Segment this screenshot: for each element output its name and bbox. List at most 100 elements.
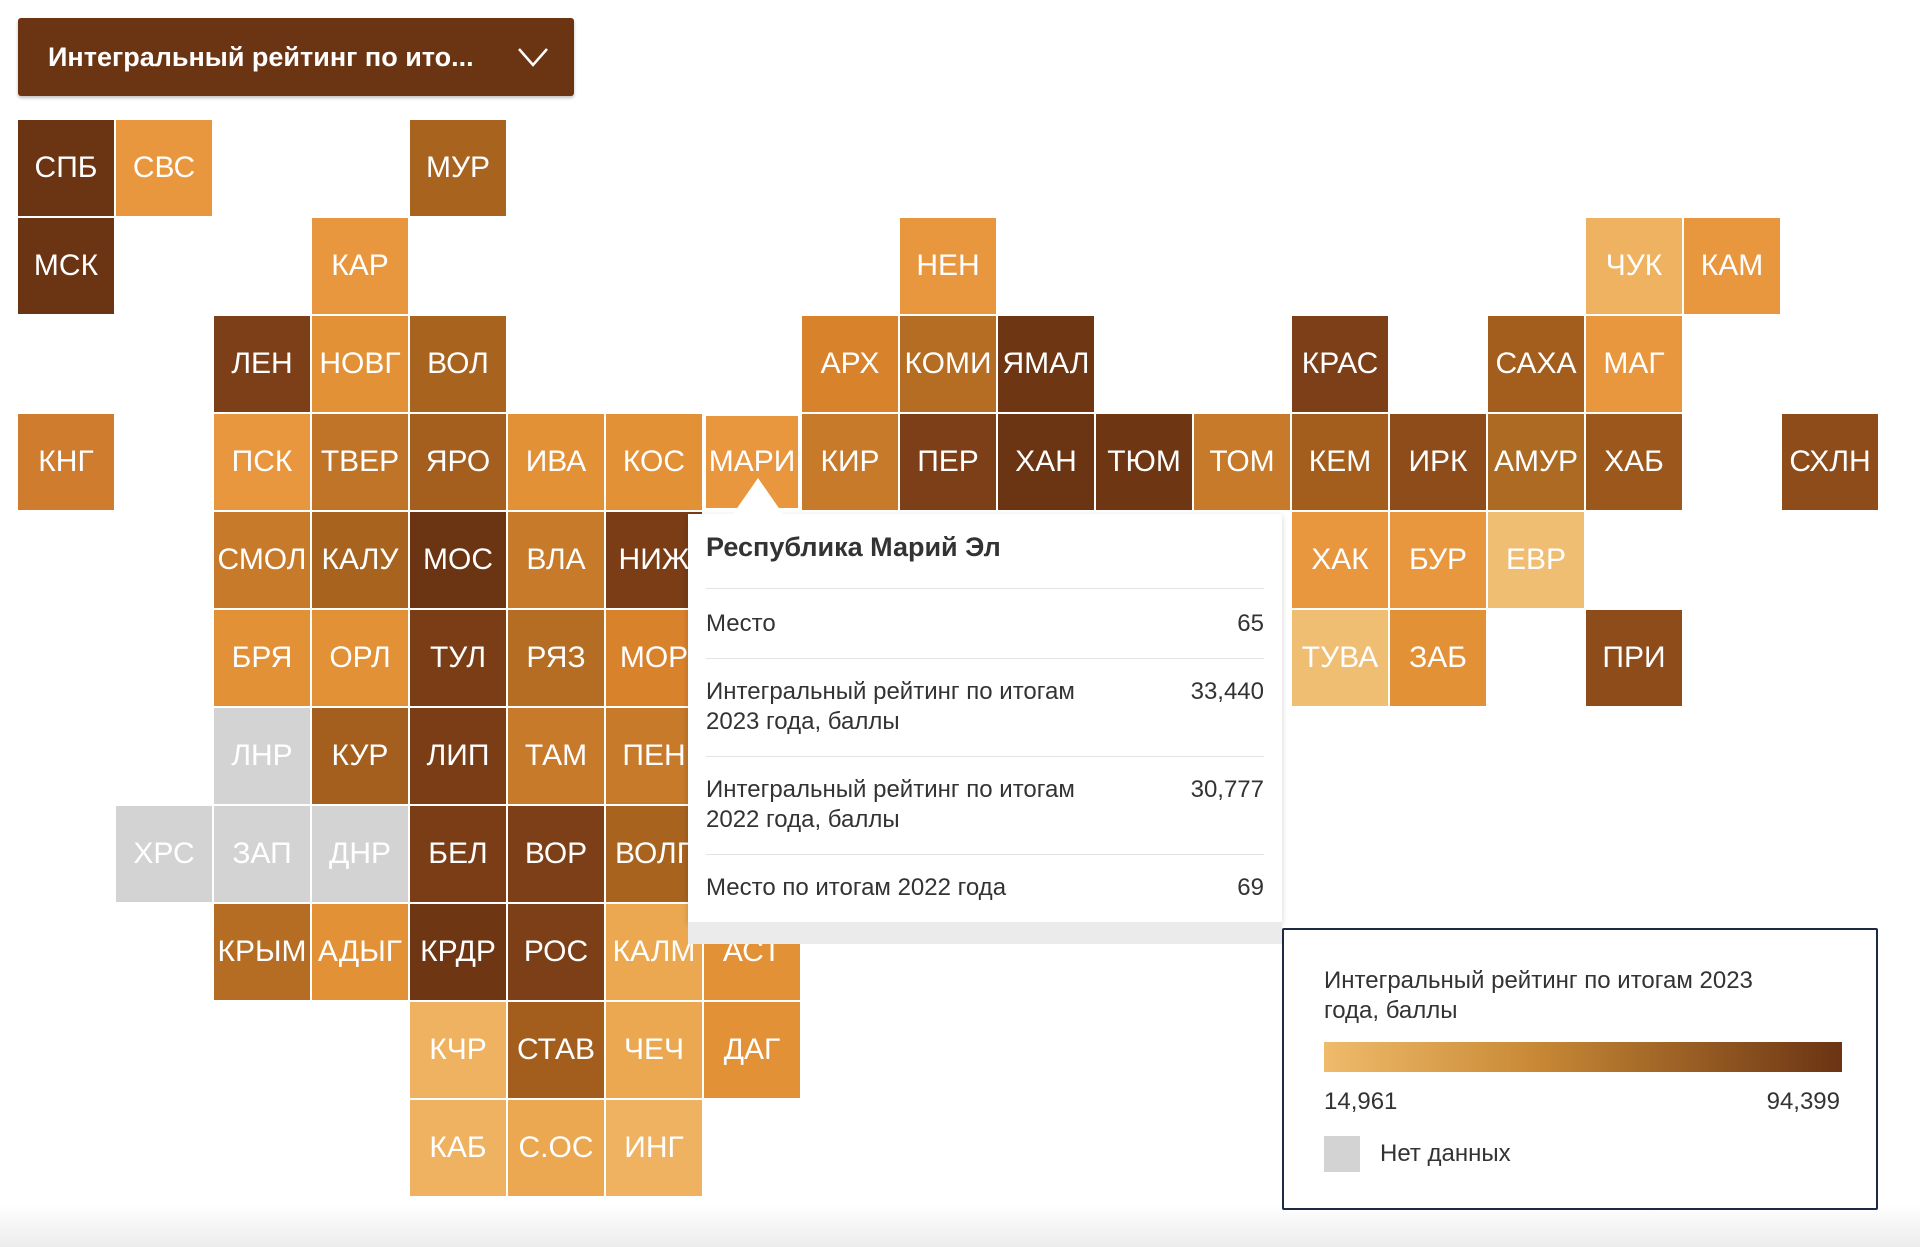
region-tile[interactable]: ЯРО	[410, 414, 506, 510]
legend-no-data-label: Нет данных	[1380, 1140, 1511, 1167]
tooltip-bottom-bar	[688, 922, 1282, 944]
region-tile[interactable]: ХАБ	[1586, 414, 1682, 510]
tooltip-row-value: 65	[1237, 610, 1264, 637]
region-tile[interactable]: КАЛУ	[312, 512, 408, 608]
chevron-down-icon[interactable]	[516, 46, 550, 68]
region-tile[interactable]: ЧУК	[1586, 218, 1682, 314]
region-tile[interactable]: ТУВА	[1292, 610, 1388, 706]
region-tile[interactable]: ВОР	[508, 806, 604, 902]
tooltip-row-value: 69	[1237, 874, 1264, 901]
tooltip-row-rating-2023: Интегральный рейтинг по итогам 2023 года…	[706, 658, 1264, 757]
region-tile[interactable]: КАМ	[1684, 218, 1780, 314]
region-tile[interactable]: СПБ	[18, 120, 114, 216]
region-tile[interactable]: КАЛМ	[606, 904, 702, 1000]
tooltip-title: Республика Марий Эл	[706, 532, 1001, 562]
region-tile[interactable]: БУР	[1390, 512, 1486, 608]
region-tile[interactable]: ХРС	[116, 806, 212, 902]
region-tile[interactable]: НЕН	[900, 218, 996, 314]
tooltip-arrow	[733, 478, 783, 514]
region-tile[interactable]: БЕЛ	[410, 806, 506, 902]
tooltip-row-rating-2022: Интегральный рейтинг по итогам 2022 года…	[706, 756, 1264, 855]
region-tile[interactable]: РОС	[508, 904, 604, 1000]
region-tile[interactable]: МОР	[606, 610, 702, 706]
region-tile[interactable]: САХА	[1488, 316, 1584, 412]
region-tile[interactable]: КИР	[802, 414, 898, 510]
region-tile[interactable]: СМОЛ	[214, 512, 310, 608]
region-tile[interactable]: КЧР	[410, 1002, 506, 1098]
region-tile[interactable]: ЗАБ	[1390, 610, 1486, 706]
tooltip-row-label: Интегральный рейтинг по итогам 2022 года…	[706, 776, 1075, 833]
legend-min-label: 14,961	[1324, 1088, 1398, 1115]
tooltip-row-label: Интегральный рейтинг по итогам 2023 года…	[706, 678, 1075, 735]
color-legend: Интегральный рейтинг по итогам 2023 года…	[1282, 928, 1878, 1210]
region-tile[interactable]: КОМИ	[900, 316, 996, 412]
region-tile[interactable]: ЛНР	[214, 708, 310, 804]
region-tile[interactable]: ВОЛГ	[606, 806, 702, 902]
region-tile[interactable]: СТАВ	[508, 1002, 604, 1098]
legend-max-label: 94,399	[1766, 1088, 1840, 1115]
region-tile[interactable]: ТВЕР	[312, 414, 408, 510]
region-tile[interactable]: КУР	[312, 708, 408, 804]
region-tile[interactable]: ДНР	[312, 806, 408, 902]
region-tile[interactable]: ИНГ	[606, 1100, 702, 1196]
region-tile[interactable]: ДАГ	[704, 1002, 800, 1098]
indicator-dropdown[interactable]: Интегральный рейтинг по ито...	[18, 18, 574, 96]
region-tile[interactable]: ЕВР	[1488, 512, 1584, 608]
region-tile[interactable]: ВОЛ	[410, 316, 506, 412]
region-tile[interactable]: ТУЛ	[410, 610, 506, 706]
region-tile[interactable]: СХЛН	[1782, 414, 1878, 510]
region-tile[interactable]: ВЛА	[508, 512, 604, 608]
region-tile[interactable]: ЯМАЛ	[998, 316, 1094, 412]
legend-no-data-swatch	[1324, 1136, 1360, 1172]
region-tile[interactable]: ЧЕЧ	[606, 1002, 702, 1098]
region-tile[interactable]: КОС	[606, 414, 702, 510]
region-tile[interactable]: ПСК	[214, 414, 310, 510]
region-tile[interactable]: ТАМ	[508, 708, 604, 804]
region-tile[interactable]: КНГ	[18, 414, 114, 510]
region-tile[interactable]: МОС	[410, 512, 506, 608]
region-tile[interactable]: НОВГ	[312, 316, 408, 412]
region-tile[interactable]: КРДР	[410, 904, 506, 1000]
region-tooltip: Республика Марий Эл Место 65 Интегральны…	[688, 514, 1282, 944]
region-tile[interactable]: МАГ	[1586, 316, 1682, 412]
region-tile[interactable]: ХАК	[1292, 512, 1388, 608]
legend-title: Интегральный рейтинг по итогам 2023 года…	[1324, 967, 1753, 1024]
region-tile[interactable]: АМУР	[1488, 414, 1584, 510]
region-tile[interactable]: ПРИ	[1586, 610, 1682, 706]
tooltip-row-label: Место по итогам 2022 года	[706, 874, 1007, 901]
region-tile[interactable]: КЕМ	[1292, 414, 1388, 510]
tooltip-row-value: 30,777	[1190, 776, 1264, 803]
region-tile[interactable]: ТЮМ	[1096, 414, 1192, 510]
region-tile[interactable]: БРЯ	[214, 610, 310, 706]
region-tile[interactable]: АДЫГ	[312, 904, 408, 1000]
region-tile[interactable]: КРЫМ	[214, 904, 310, 1000]
tooltip-row-place: Место 65	[706, 588, 1264, 659]
region-tile[interactable]: КРАС	[1292, 316, 1388, 412]
region-tile[interactable]: МУР	[410, 120, 506, 216]
region-tile[interactable]: ОРЛ	[312, 610, 408, 706]
region-tile[interactable]: ЛИП	[410, 708, 506, 804]
tooltip-row-label: Место	[706, 610, 776, 637]
region-tile[interactable]: ИРК	[1390, 414, 1486, 510]
region-tile[interactable]: С.ОС	[508, 1100, 604, 1196]
region-tile[interactable]: ЗАП	[214, 806, 310, 902]
tooltip-row-value: 33,440	[1190, 678, 1264, 705]
region-tile[interactable]: КАР	[312, 218, 408, 314]
region-tile[interactable]: РЯЗ	[508, 610, 604, 706]
tooltip-row-place-2022: Место по итогам 2022 года 69	[706, 854, 1264, 923]
region-tile[interactable]: ЛЕН	[214, 316, 310, 412]
region-tile[interactable]: МСК	[18, 218, 114, 314]
region-tile[interactable]: СВС	[116, 120, 212, 216]
legend-gradient-bar	[1324, 1042, 1842, 1072]
region-tile[interactable]: НИЖ	[606, 512, 702, 608]
region-tile[interactable]: ТОМ	[1194, 414, 1290, 510]
region-tile[interactable]: КАБ	[410, 1100, 506, 1196]
indicator-dropdown-label: Интегральный рейтинг по ито...	[48, 42, 474, 72]
region-tile[interactable]: АРХ	[802, 316, 898, 412]
region-tile[interactable]: ИВА	[508, 414, 604, 510]
region-tile[interactable]: ПЕН	[606, 708, 702, 804]
region-tile[interactable]: ХАН	[998, 414, 1094, 510]
region-tile[interactable]: МАРИ	[704, 414, 800, 510]
region-tile[interactable]: ПЕР	[900, 414, 996, 510]
